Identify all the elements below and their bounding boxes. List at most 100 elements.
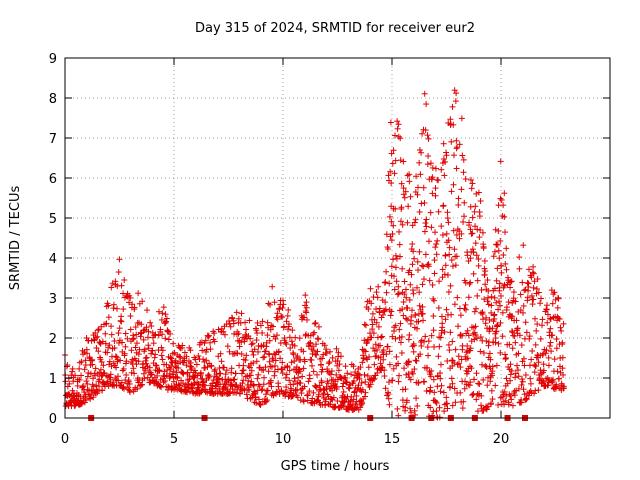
data-point — [232, 370, 239, 377]
data-point — [223, 367, 230, 374]
data-point — [152, 362, 159, 369]
data-point — [115, 377, 122, 384]
data-point — [422, 127, 429, 134]
data-point — [495, 340, 502, 347]
data-point — [286, 367, 293, 374]
data-point — [344, 370, 351, 377]
data-point — [255, 371, 262, 378]
data-point — [444, 358, 451, 365]
data-point — [385, 379, 392, 386]
data-point — [93, 345, 100, 352]
data-point — [442, 158, 449, 165]
data-point — [396, 228, 403, 235]
data-point — [484, 277, 491, 284]
data-point — [146, 364, 153, 371]
data-point — [148, 350, 155, 357]
data-point — [157, 326, 164, 333]
data-point — [532, 341, 539, 348]
data-point — [428, 367, 435, 374]
data-point — [450, 181, 457, 188]
data-point — [406, 332, 413, 339]
data-point — [203, 357, 210, 364]
data-point — [493, 299, 500, 306]
data-point — [341, 374, 348, 381]
data-point — [207, 346, 214, 353]
data-point — [84, 386, 91, 393]
data-point — [403, 294, 410, 301]
data-point — [119, 367, 126, 374]
data-point — [408, 271, 415, 278]
data-point — [455, 323, 462, 330]
data-point — [480, 245, 487, 252]
data-point — [110, 379, 117, 386]
data-point — [389, 160, 396, 167]
data-point — [409, 241, 416, 248]
data-point — [393, 278, 400, 285]
data-point — [111, 344, 118, 351]
data-point — [410, 290, 417, 297]
data-point — [332, 403, 339, 410]
data-point — [460, 218, 467, 225]
data-point — [143, 360, 150, 367]
data-point — [497, 394, 504, 401]
data-point — [489, 363, 496, 370]
data-point — [479, 316, 486, 323]
data-point — [473, 190, 480, 197]
data-point — [141, 375, 148, 382]
data-point — [333, 371, 340, 378]
data-point — [398, 204, 405, 211]
data-point — [522, 319, 529, 326]
data-point — [423, 223, 430, 230]
data-point — [282, 339, 289, 346]
data-point — [547, 339, 554, 346]
data-point — [416, 302, 423, 309]
data-point — [475, 380, 482, 387]
data-point — [393, 255, 400, 262]
data-point — [356, 375, 363, 382]
data-point — [464, 355, 471, 362]
data-point — [498, 262, 505, 269]
data-point — [245, 377, 252, 384]
data-point — [495, 401, 502, 408]
data-point — [405, 203, 412, 210]
data-point — [469, 230, 476, 237]
data-point — [200, 356, 207, 363]
data-point — [479, 311, 486, 318]
data-point — [437, 375, 444, 382]
data-point — [387, 119, 394, 126]
data-point — [404, 172, 411, 179]
data-point — [494, 241, 501, 248]
data-point — [97, 366, 104, 373]
data-point — [355, 382, 362, 389]
data-point — [391, 170, 398, 177]
data-point — [449, 402, 456, 409]
data-point — [438, 223, 445, 230]
data-point — [449, 363, 456, 370]
data-point — [240, 367, 247, 374]
data-point — [517, 291, 524, 298]
data-point — [183, 353, 190, 360]
data-point — [365, 364, 372, 371]
data-point — [103, 379, 110, 386]
data-point — [159, 310, 166, 317]
data-point — [395, 133, 402, 140]
data-point — [497, 292, 504, 299]
data-point — [397, 320, 404, 327]
data-point — [477, 348, 484, 355]
y-tick-label: 6 — [49, 172, 57, 187]
data-point — [359, 359, 366, 366]
data-point — [486, 350, 493, 357]
data-point — [535, 289, 542, 296]
data-point — [520, 309, 527, 316]
data-point — [281, 335, 288, 342]
data-point — [126, 299, 133, 306]
data-point — [479, 229, 486, 236]
data-point — [207, 339, 214, 346]
data-point — [362, 389, 369, 396]
data-point — [444, 272, 451, 279]
data-point — [251, 346, 258, 353]
data-point — [333, 345, 340, 352]
data-point — [208, 363, 215, 370]
data-point — [465, 294, 472, 301]
data-point — [433, 399, 440, 406]
